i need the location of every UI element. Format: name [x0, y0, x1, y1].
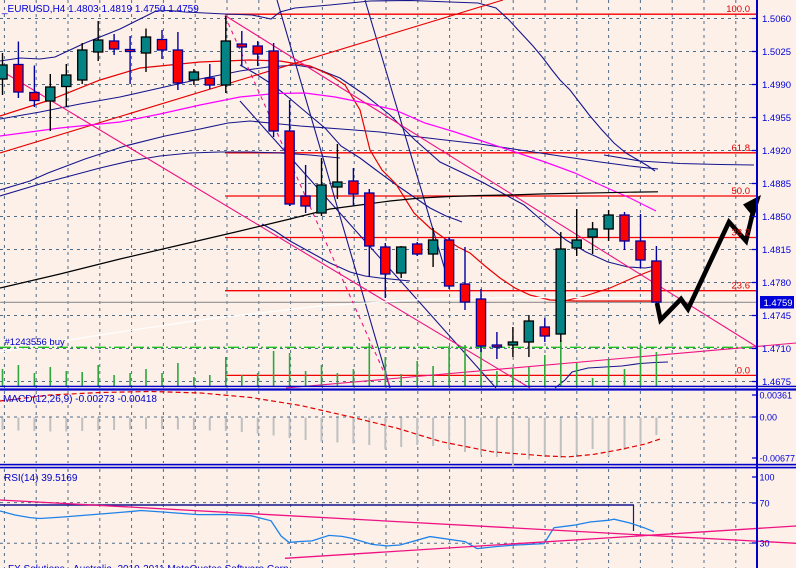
svg-text:50.0: 50.0 — [732, 186, 751, 197]
svg-text:1.4955: 1.4955 — [762, 113, 791, 124]
svg-text:100: 100 — [760, 473, 775, 483]
svg-text:0.00: 0.00 — [760, 413, 778, 423]
svg-text:FX Solutions - Australia, 2010: FX Solutions - Australia, 2010-2011 Meta… — [8, 564, 291, 568]
svg-text:23.6: 23.6 — [732, 281, 751, 292]
svg-text:70: 70 — [760, 499, 770, 509]
svg-text:#1243556 buy: #1243556 buy — [5, 337, 65, 348]
svg-text:1.4780: 1.4780 — [762, 278, 791, 289]
svg-text:MACD(12,26,9) -0.00273 -0.0041: MACD(12,26,9) -0.00273 -0.00418 — [3, 394, 157, 405]
svg-text:1.4885: 1.4885 — [762, 179, 791, 190]
svg-text:0.00361: 0.00361 — [760, 391, 793, 401]
svg-text:1.4710: 1.4710 — [762, 344, 791, 355]
svg-text:1.4850: 1.4850 — [762, 212, 791, 223]
svg-text:1.5060: 1.5060 — [762, 14, 791, 25]
svg-text:1.4815: 1.4815 — [762, 245, 791, 256]
svg-text:30: 30 — [760, 539, 770, 549]
svg-text:RSI(14) 39.5169: RSI(14) 39.5169 — [4, 473, 78, 484]
svg-text:_EURUSD,H4 1.4803 1.4819 1.47: _EURUSD,H4 1.4803 1.4819 1.4750 1.4759 — [1, 4, 199, 15]
svg-text:61.8: 61.8 — [732, 143, 751, 154]
svg-text:1.4745: 1.4745 — [762, 311, 791, 322]
svg-text:-0.00677: -0.00677 — [760, 454, 796, 464]
svg-text:1.4675: 1.4675 — [762, 377, 791, 388]
svg-text:1.4920: 1.4920 — [762, 146, 791, 157]
svg-text:1.4759: 1.4759 — [764, 298, 793, 309]
svg-text:1.5025: 1.5025 — [762, 47, 791, 58]
svg-text:1.4990: 1.4990 — [762, 80, 791, 91]
svg-text:100.0: 100.0 — [726, 4, 750, 15]
svg-text:0.0: 0.0 — [737, 365, 750, 376]
svg-text:38.2: 38.2 — [732, 228, 751, 239]
